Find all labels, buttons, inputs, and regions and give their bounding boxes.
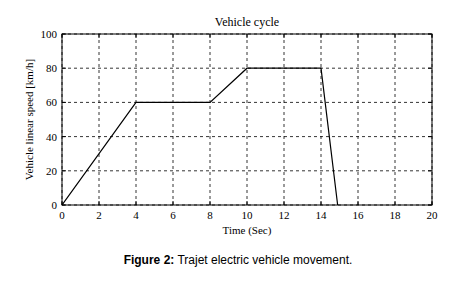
x-tick	[136, 201, 137, 205]
x-tick	[210, 201, 211, 205]
plot-frame	[62, 34, 432, 205]
y-grid-line	[62, 170, 432, 171]
y-tick	[62, 170, 66, 171]
caption-text: Trajet electric vehicle movement.	[174, 253, 352, 267]
x-tick-label: 0	[59, 209, 65, 221]
x-tick	[99, 201, 100, 205]
x-tick-top	[358, 34, 359, 38]
x-tick-top	[247, 34, 248, 38]
y-tick-label: 40	[46, 131, 58, 143]
y-tick	[62, 102, 66, 103]
y-tick-label: 100	[41, 28, 58, 40]
x-tick	[358, 201, 359, 205]
x-tick	[395, 201, 396, 205]
x-tick-label: 8	[207, 209, 213, 221]
x-tick-top	[321, 34, 322, 38]
data-group	[62, 68, 338, 205]
speed-line	[62, 68, 338, 205]
x-tick-label: 6	[170, 209, 176, 221]
y-tick-label: 0	[52, 199, 58, 211]
y-grid-line	[62, 102, 432, 103]
y-tick-right	[428, 102, 432, 103]
chart-title: Vehicle cycle	[215, 15, 279, 29]
x-grid-line	[395, 34, 396, 205]
chart-container: 0 2 4 6 8 10 12 14 16 18 20 0 20 40 60 80 100 Vehicle cyc…	[0, 0, 476, 281]
x-grid-line	[210, 34, 211, 205]
x-tick-top	[99, 34, 100, 38]
caption-label: Figure 2:	[124, 253, 175, 267]
x-tick-top	[173, 34, 174, 38]
x-tick-top	[284, 34, 285, 38]
y-tick	[62, 136, 66, 137]
x-tick-label: 18	[390, 209, 402, 221]
x-tick-top	[210, 34, 211, 38]
background	[0, 0, 476, 281]
grid	[62, 34, 432, 205]
x-tick-top	[136, 34, 137, 38]
x-tick	[284, 201, 285, 205]
y-tick-right	[428, 68, 432, 69]
chart-svg: 0 2 4 6 8 10 12 14 16 18 20 0 20 40 60 80 100 Vehicle cyc…	[0, 0, 476, 281]
x-tick-label: 4	[133, 209, 139, 221]
x-tick-label: 20	[427, 209, 439, 221]
x-grid-line	[284, 34, 285, 205]
x-tick	[321, 201, 322, 205]
x-tick-top	[395, 34, 396, 38]
x-tick	[173, 201, 174, 205]
y-tick-right	[428, 136, 432, 137]
x-tick-label: 16	[353, 209, 365, 221]
x-grid-line	[99, 34, 100, 205]
x-grid-line	[136, 34, 137, 205]
y-axis-label: Vehicle linear speed [km/h]	[23, 59, 35, 180]
x-tick-label: 2	[96, 209, 102, 221]
y-tick-label: 80	[46, 62, 58, 74]
y-tick	[62, 68, 66, 69]
y-tick-right	[428, 170, 432, 171]
x-tick-label: 10	[242, 209, 254, 221]
x-grid-line	[321, 34, 322, 205]
y-tick-label: 60	[46, 96, 58, 108]
x-grid-line	[173, 34, 174, 205]
plot-area	[62, 34, 432, 205]
y-tick-label: 20	[46, 165, 58, 177]
x-axis-label: Time (Sec)	[223, 224, 272, 237]
x-tick-label: 14	[316, 209, 328, 221]
x-grid-line	[247, 34, 248, 205]
y-grid-line	[62, 136, 432, 137]
figure-caption: Figure 2: Trajet electric vehicle moveme…	[124, 253, 353, 267]
x-tick-label: 12	[279, 209, 290, 221]
x-grid-line	[358, 34, 359, 205]
x-tick	[247, 201, 248, 205]
